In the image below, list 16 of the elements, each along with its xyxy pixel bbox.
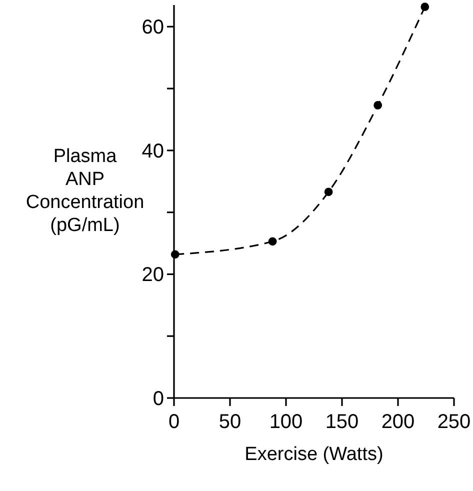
- x-axis-title: Exercise (Watts): [244, 444, 384, 465]
- y-tick-label: 20: [142, 264, 164, 286]
- point: [374, 101, 382, 110]
- y-tick-label: 0: [152, 388, 164, 410]
- x-tick-label: 50: [218, 411, 242, 433]
- x-tick-label: 150: [325, 411, 359, 433]
- x-tick-label: 0: [168, 411, 180, 433]
- y-tick-label: 60: [142, 16, 164, 39]
- point: [324, 188, 333, 196]
- point: [268, 237, 277, 246]
- y-tick-label: 40: [142, 140, 164, 162]
- point: [420, 2, 430, 12]
- x-tick-label: 200: [381, 411, 415, 433]
- point: [170, 250, 180, 259]
- x-tick-label: 100: [269, 411, 303, 433]
- x-tick-label: 250: [437, 411, 471, 433]
